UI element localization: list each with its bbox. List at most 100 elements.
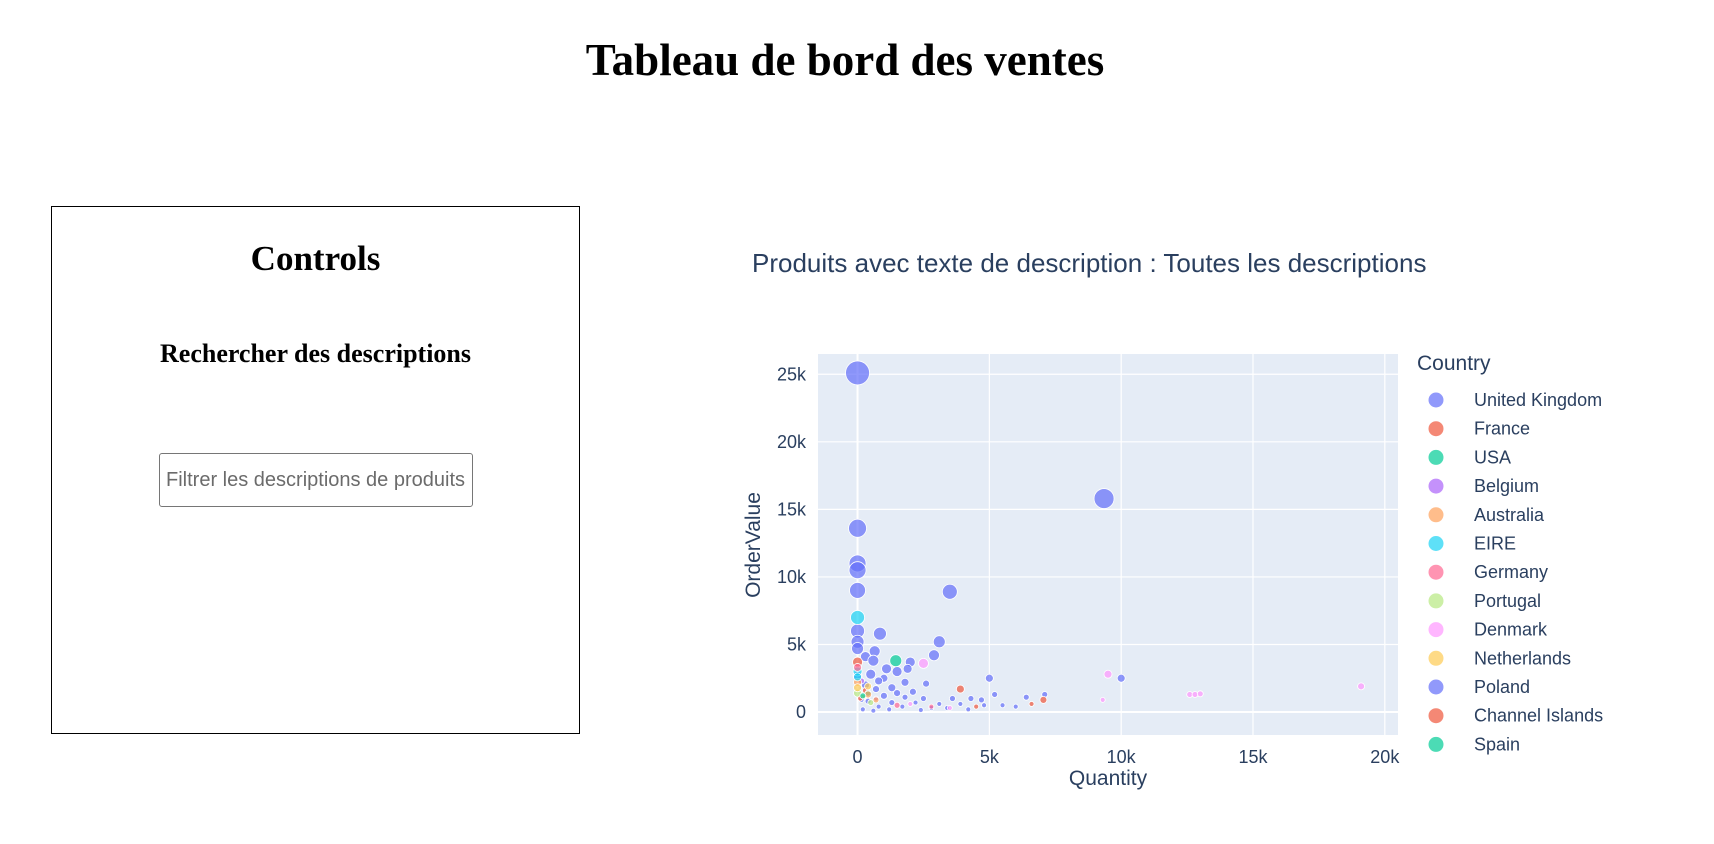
data-point-united-kingdom bbox=[887, 683, 897, 693]
legend-item-poland[interactable]: Poland bbox=[1428, 677, 1531, 697]
legend-label: USA bbox=[1474, 447, 1511, 467]
data-point-united-kingdom bbox=[991, 691, 999, 698]
legend-item-denmark[interactable]: Denmark bbox=[1428, 620, 1549, 640]
legend-marker bbox=[1428, 392, 1444, 408]
data-point-united-kingdom bbox=[1012, 703, 1019, 710]
data-point-denmark bbox=[946, 705, 953, 711]
data-point-australia bbox=[872, 696, 880, 704]
data-point-united-kingdom bbox=[849, 582, 866, 599]
data-point-united-kingdom bbox=[888, 699, 896, 706]
data-point-united-kingdom bbox=[928, 649, 940, 662]
legend-label: Australia bbox=[1474, 505, 1545, 525]
x-tick-label: 15k bbox=[1238, 747, 1268, 767]
data-point-united-kingdom bbox=[886, 706, 893, 713]
legend-marker bbox=[1428, 421, 1444, 437]
x-tick-label: 0 bbox=[853, 747, 863, 767]
legend-item-eire[interactable]: EIRE bbox=[1428, 534, 1517, 554]
x-axis-ticks: 0 5k 10k 15k 20k bbox=[853, 747, 1401, 767]
data-point-united-kingdom bbox=[859, 706, 866, 713]
data-point-united-kingdom bbox=[967, 695, 975, 702]
legend-marker bbox=[1428, 736, 1444, 752]
legend-label: Portugal bbox=[1474, 591, 1541, 611]
data-point-united-kingdom bbox=[902, 663, 913, 674]
data-point-united-kingdom bbox=[851, 642, 864, 655]
data-point-united-kingdom bbox=[870, 707, 877, 714]
data-point-united-kingdom bbox=[1116, 673, 1126, 683]
legend-item-france[interactable]: France bbox=[1428, 419, 1531, 439]
data-point-united-kingdom bbox=[912, 699, 919, 706]
data-point-united-kingdom bbox=[981, 702, 987, 709]
data-point-united-kingdom bbox=[891, 666, 903, 677]
y-tick-label: 20k bbox=[777, 432, 807, 452]
legend-marker bbox=[1428, 449, 1444, 465]
legend-item-portugal[interactable]: Portugal bbox=[1428, 591, 1542, 611]
legend-label: Poland bbox=[1474, 677, 1530, 697]
legend-item-australia[interactable]: Australia bbox=[1428, 505, 1546, 525]
scatter-chart[interactable]: Produits avec texte de description : Tou… bbox=[700, 230, 1684, 830]
x-tick-label: 20k bbox=[1370, 747, 1400, 767]
data-point-netherlands bbox=[864, 682, 872, 691]
data-point-united-kingdom bbox=[949, 695, 956, 702]
legend-label: Belgium bbox=[1474, 476, 1539, 496]
data-point-united-kingdom bbox=[874, 676, 884, 686]
y-tick-label: 0 bbox=[796, 702, 806, 722]
data-point-united-kingdom bbox=[978, 696, 985, 704]
controls-panel: Controls Rechercher des descriptions bbox=[51, 206, 580, 734]
data-point-united-kingdom bbox=[848, 518, 867, 538]
data-point-united-kingdom bbox=[875, 703, 882, 710]
data-point-united-kingdom bbox=[920, 695, 927, 702]
x-axis-title: Quantity bbox=[1069, 767, 1148, 790]
legend-marker bbox=[1428, 507, 1444, 523]
data-point-germany bbox=[853, 663, 862, 672]
legend-item-germany[interactable]: Germany bbox=[1428, 562, 1549, 582]
data-point-united-kingdom bbox=[845, 360, 870, 386]
chart-title: Produits avec texte de description : Tou… bbox=[752, 248, 1426, 278]
data-point-united-kingdom bbox=[909, 687, 917, 696]
data-point-united-kingdom bbox=[1022, 693, 1030, 701]
legend-marker bbox=[1428, 650, 1444, 666]
data-point-france bbox=[955, 684, 965, 694]
legend-item-belgium[interactable]: Belgium bbox=[1428, 476, 1540, 496]
legend[interactable]: United Kingdom France USA Belgium Australia E… bbox=[1428, 390, 1604, 754]
data-point-united-kingdom bbox=[880, 691, 888, 700]
legend-marker bbox=[1428, 564, 1444, 580]
controls-title: Controls bbox=[250, 239, 381, 278]
grid-lines bbox=[818, 354, 1398, 735]
data-point-netherlands bbox=[853, 683, 862, 693]
data-point-eire bbox=[853, 672, 862, 682]
data-point-united-kingdom bbox=[957, 701, 964, 707]
data-points bbox=[845, 360, 1365, 714]
legend-item-channel-islands[interactable]: Channel Islands bbox=[1428, 706, 1604, 726]
data-point-united-kingdom bbox=[932, 635, 946, 649]
data-point-france bbox=[1028, 701, 1035, 707]
data-point-usa bbox=[889, 654, 903, 668]
data-point-united-kingdom bbox=[965, 706, 972, 713]
legend-marker bbox=[1428, 593, 1444, 609]
data-point-united-kingdom bbox=[901, 693, 909, 701]
description-filter-input[interactable] bbox=[159, 453, 473, 507]
legend-item-netherlands[interactable]: Netherlands bbox=[1428, 648, 1572, 668]
data-point-france bbox=[973, 703, 980, 710]
data-point-united-kingdom bbox=[865, 668, 877, 680]
y-tick-label: 10k bbox=[777, 567, 807, 587]
legend-item-spain[interactable]: Spain bbox=[1428, 734, 1521, 754]
data-point-united-kingdom bbox=[917, 707, 924, 713]
legend-label: France bbox=[1474, 419, 1530, 439]
data-point-denmark bbox=[918, 657, 929, 669]
legend-marker bbox=[1428, 679, 1444, 695]
data-point-united-kingdom bbox=[873, 626, 887, 641]
legend-item-united-kingdom[interactable]: United Kingdom bbox=[1428, 390, 1603, 410]
legend-item-usa[interactable]: USA bbox=[1428, 447, 1512, 467]
data-point-united-kingdom bbox=[922, 679, 930, 688]
y-tick-label: 5k bbox=[787, 634, 807, 654]
x-tick-label: 5k bbox=[980, 747, 1000, 767]
data-point-united-kingdom bbox=[941, 583, 958, 600]
data-point-united-kingdom bbox=[893, 689, 901, 698]
data-point-denmark bbox=[1357, 682, 1365, 691]
data-point-united-kingdom bbox=[1093, 488, 1115, 509]
legend-label: United Kingdom bbox=[1474, 390, 1602, 410]
legend-marker bbox=[1428, 708, 1444, 724]
legend-marker bbox=[1428, 536, 1444, 551]
data-point-united-kingdom bbox=[881, 663, 892, 675]
data-point-denmark bbox=[1099, 696, 1106, 703]
